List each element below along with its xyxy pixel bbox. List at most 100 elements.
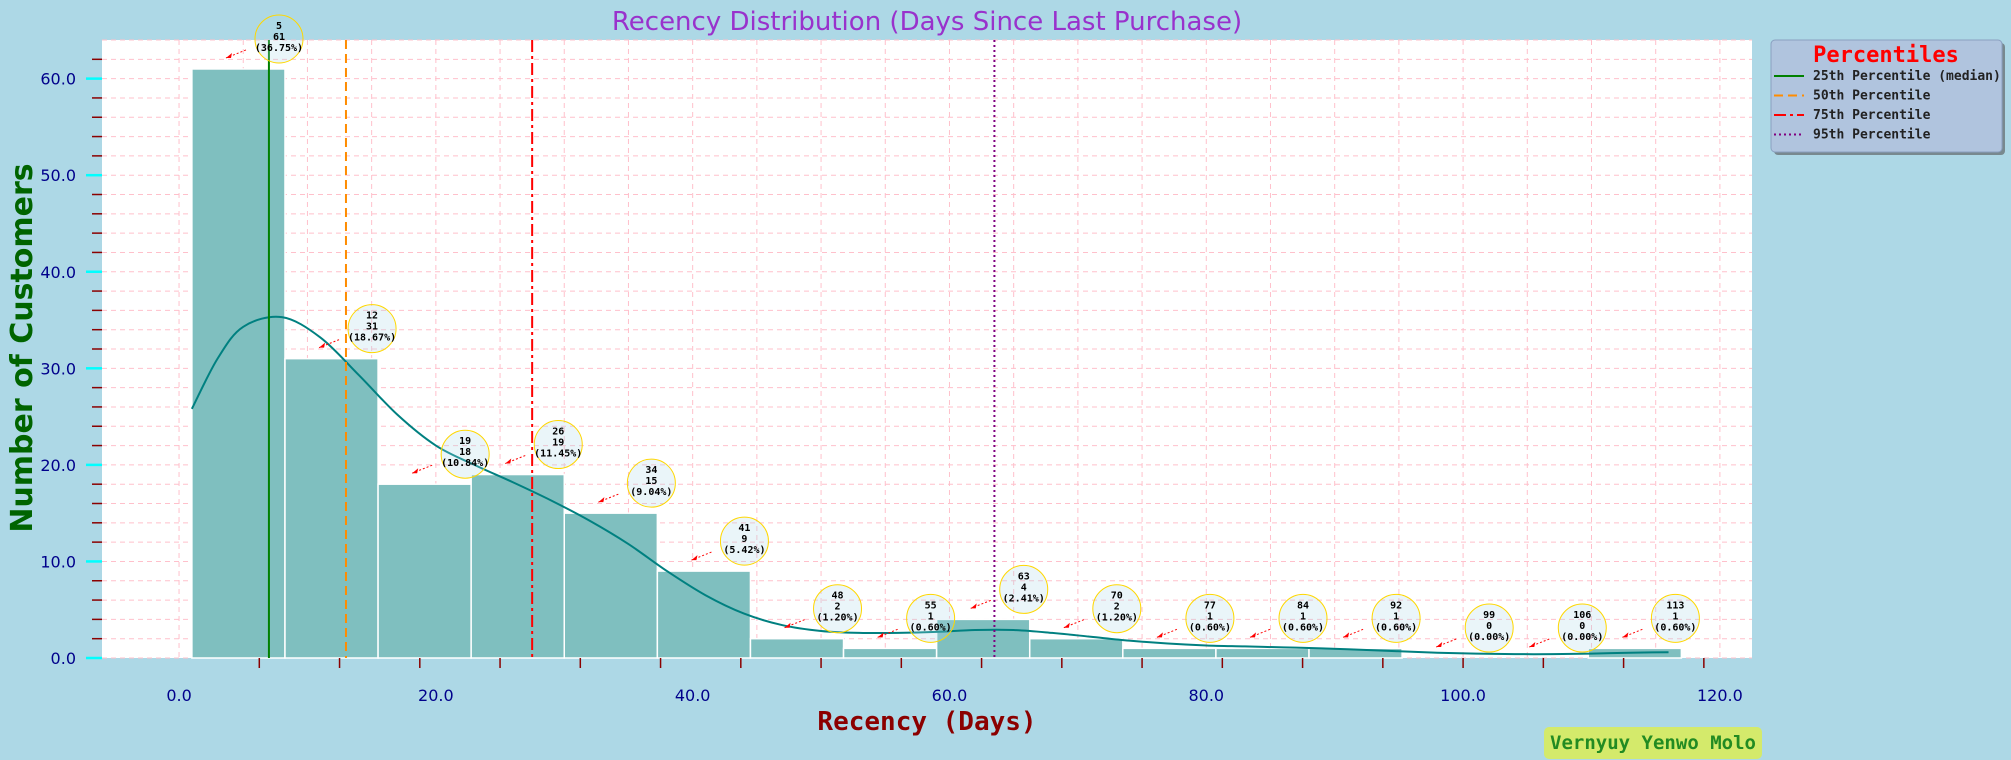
- x-axis-label: Recency (Days): [817, 707, 1036, 737]
- legend-entry-label: 25th Percentile (median): [1813, 69, 2001, 84]
- annotation-arrow-head: [877, 632, 884, 638]
- annotation-text: 18: [459, 447, 471, 458]
- annotation-text: (0.60%): [1282, 622, 1324, 633]
- annotation-text: (1.20%): [816, 613, 858, 624]
- annotation-arrow-head: [970, 603, 977, 609]
- annotation-badge: [813, 584, 863, 634]
- x-tick-label: 60.0: [932, 686, 968, 705]
- histogram-bar: [284, 357, 379, 659]
- annotation-text: (0.60%): [1375, 622, 1417, 633]
- histogram-bar: [935, 618, 1031, 659]
- legend-title: Percentiles: [1813, 43, 1959, 68]
- annotation-text: 2: [835, 602, 841, 613]
- y-tick-label: 40.0: [40, 263, 76, 282]
- annotation-badge: [1092, 584, 1142, 634]
- annotation-badge: [719, 516, 769, 566]
- kde-curve: [190, 315, 1669, 656]
- annotation-text: 63: [1018, 571, 1030, 582]
- annotation-text: (0.60%): [1654, 622, 1696, 633]
- histogram-bar: [191, 68, 286, 659]
- annotation-badge: [1185, 593, 1235, 643]
- annotation-text: 84: [1297, 600, 1309, 611]
- y-tick-label: 30.0: [40, 359, 76, 378]
- annotation-text: 12: [366, 311, 378, 322]
- annotation-text: 1: [928, 611, 934, 622]
- annotation-text: (18.67%): [348, 333, 396, 344]
- x-tick-label: 100.0: [1440, 686, 1486, 705]
- histogram-bar: [470, 473, 566, 659]
- annotation-arrow-head: [1436, 642, 1443, 647]
- annotation-text: (0.60%): [910, 622, 952, 633]
- annotation-badge: [440, 429, 490, 479]
- y-tick-label: 10.0: [40, 552, 76, 571]
- y-tick-label: 50.0: [40, 166, 76, 185]
- annotation-text: (1.20%): [1096, 613, 1138, 624]
- y-axis-label: Number of Customers: [5, 163, 40, 532]
- annotation-text: 9: [741, 534, 747, 545]
- annotation-text: (0.60%): [1189, 622, 1231, 633]
- x-tick-label: 120.0: [1697, 686, 1743, 705]
- annotation-text: 5: [276, 21, 282, 32]
- legend: Percentiles 25th Percentile (median) 50th…: [1770, 39, 2005, 155]
- y-tick-label: 60.0: [40, 70, 76, 89]
- annotation-badge: [254, 14, 304, 64]
- annotation-text: 92: [1390, 600, 1402, 611]
- annotation-badge: [1557, 603, 1607, 653]
- annotation-arrow-head: [1250, 632, 1257, 638]
- annotation-arrow-head: [598, 497, 605, 503]
- annotation-text: 0: [1486, 621, 1492, 632]
- axis-ticks: 0.0 20.0 40.0 60.0 80.0 100.0 120.0 0.0 10.0 20.0…: [40, 58, 1743, 705]
- annotation-text: 99: [1483, 610, 1495, 621]
- annotation-arrow-head: [691, 555, 698, 561]
- annotation-text: 19: [552, 438, 564, 449]
- annotation-badge: [626, 458, 676, 508]
- histogram-bar: [1215, 647, 1310, 659]
- annotation-badge: [1464, 603, 1514, 653]
- annotation-text: (0.00%): [1561, 632, 1603, 643]
- annotation-badge: [1650, 593, 1700, 643]
- annotation-text: 19: [459, 436, 471, 447]
- y-tick-label: 0.0: [51, 649, 76, 668]
- annotation-text: 1: [1672, 611, 1678, 622]
- annotation-badge: [999, 564, 1049, 614]
- histogram-bar: [1122, 647, 1217, 659]
- annotation-text: 26: [552, 427, 564, 438]
- annotation-arrow-head: [1063, 622, 1070, 628]
- annotation-badge: [1371, 593, 1421, 643]
- annotation-text: (9.04%): [630, 487, 672, 498]
- histogram-bar: [749, 637, 845, 659]
- annotation-text: 31: [366, 322, 378, 333]
- annotation-text: 1: [1393, 611, 1399, 622]
- annotation-arrow-head: [1622, 632, 1629, 638]
- signature-badge: Vernyuy Yenwo Molo: [1544, 727, 1762, 759]
- histogram-bar: [563, 512, 659, 659]
- annotation-text: 113: [1666, 600, 1684, 611]
- y-tick-label: 20.0: [40, 456, 76, 475]
- annotation-text: 15: [645, 476, 657, 487]
- annotation-badge: [533, 420, 583, 470]
- annotation-arrow-head: [505, 458, 512, 464]
- histogram-bar: [377, 483, 472, 659]
- annotation-text: 70: [1111, 591, 1123, 602]
- annotation-arrow-head: [1343, 632, 1350, 638]
- legend-entry-label: 50th Percentile: [1813, 89, 1931, 104]
- annotation-text: 1: [1300, 611, 1306, 622]
- annotation-arrow-head: [319, 342, 326, 348]
- annotation-text: (2.41%): [1003, 593, 1045, 604]
- annotation-text: (0.00%): [1468, 632, 1510, 643]
- histogram-bar: [1308, 647, 1403, 659]
- annotation-text: 55: [925, 600, 937, 611]
- x-tick-label: 80.0: [1188, 686, 1224, 705]
- annotation-arrow-head: [784, 622, 791, 628]
- annotation-arrow-head: [1156, 632, 1163, 638]
- legend-entry-label: 95th Percentile: [1813, 128, 1931, 143]
- x-tick-label: 20.0: [418, 686, 454, 705]
- annotation-arrow-head: [225, 52, 232, 58]
- annotation-text: (5.42%): [723, 545, 765, 556]
- annotation-badge: [347, 304, 397, 354]
- histogram-bar: [1028, 637, 1124, 659]
- annotation-text: (11.45%): [534, 449, 582, 460]
- annotation-text: 106: [1573, 610, 1591, 621]
- annotation-arrow-head: [1529, 642, 1536, 647]
